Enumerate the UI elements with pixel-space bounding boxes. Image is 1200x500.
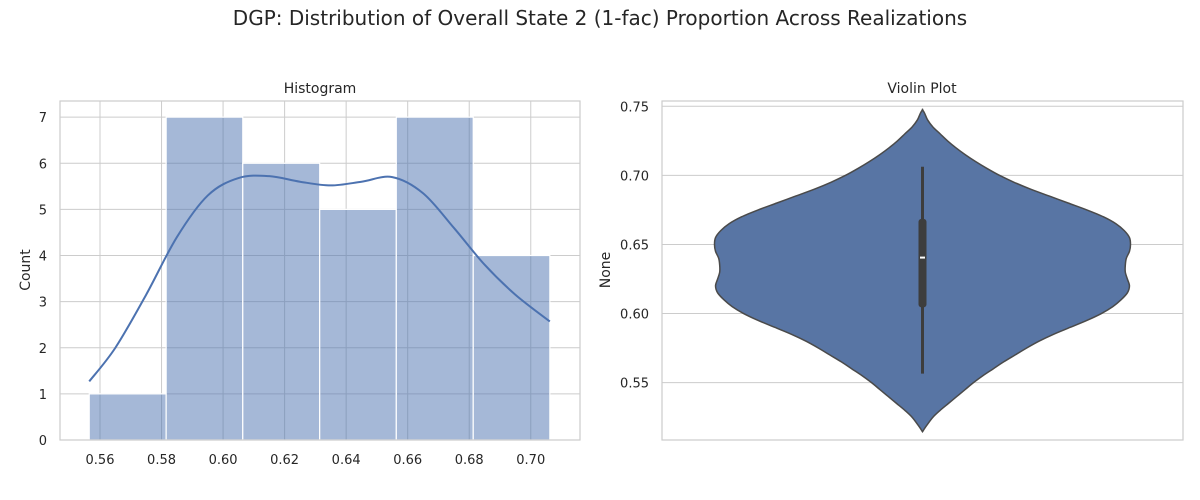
histogram-y-tick-label: 6 <box>39 157 47 172</box>
violin-y-tick-label: 0.65 <box>620 238 649 253</box>
histogram-x-tick-label: 0.66 <box>393 453 422 468</box>
histogram-x-tick-label: 0.58 <box>147 453 176 468</box>
histogram-title: Histogram <box>284 81 357 97</box>
violin-panel: Violin Plot None 0.55 0.60 0.65 0.70 0.75 <box>598 81 1184 441</box>
histogram-x-tick-label: 0.56 <box>86 453 115 468</box>
histogram-bar <box>472 254 551 441</box>
histogram-bars <box>88 116 551 441</box>
histogram-x-tick-label: 0.64 <box>332 453 361 468</box>
violin-y-tick-label: 0.75 <box>620 100 649 115</box>
histogram-x-tick-label: 0.62 <box>270 453 299 468</box>
histogram-y-tick-label: 4 <box>39 250 47 265</box>
histogram-y-tick-label: 7 <box>39 111 47 126</box>
histogram-kde-line <box>88 174 551 383</box>
violin-frame <box>661 100 1184 441</box>
violin-y-tick-label: 0.60 <box>620 308 649 323</box>
histogram-frame <box>59 100 581 441</box>
violin-y-axis-label: None <box>598 252 614 289</box>
histogram-bar <box>395 116 474 441</box>
histogram-y-tick-label: 0 <box>39 434 47 449</box>
figure-title: DGP: Distribution of Overall State 2 (1-… <box>233 6 967 30</box>
histogram-panel: Histogram Count 0.56 0.58 0.60 0.62 0.64 0.66… <box>18 81 581 468</box>
histogram-y-tick-label: 5 <box>39 203 47 218</box>
histogram-y-axis-label: Count <box>18 249 34 291</box>
histogram-y-tick-label: 2 <box>39 342 47 357</box>
histogram-x-ticks: 0.56 0.58 0.60 0.62 0.64 0.66 0.68 0.70 <box>86 453 546 468</box>
histogram-bar <box>319 208 397 441</box>
violin-y-tick-label: 0.70 <box>620 169 649 184</box>
violin-iqr-box <box>918 218 927 308</box>
histogram-y-tick-label: 1 <box>39 388 47 403</box>
histogram-x-tick-label: 0.68 <box>455 453 484 468</box>
histogram-x-tick-label: 0.70 <box>516 453 545 468</box>
histogram-y-tick-label: 3 <box>39 296 47 311</box>
histogram-x-tick-label: 0.60 <box>209 453 238 468</box>
violin-y-ticks: 0.55 0.60 0.65 0.70 0.75 <box>620 100 649 391</box>
violin-y-tick-label: 0.55 <box>620 377 649 392</box>
histogram-y-ticks: 0 1 2 3 4 5 6 7 <box>39 111 47 449</box>
histogram-bar <box>242 162 321 441</box>
histogram-bar <box>88 393 167 441</box>
violin-title: Violin Plot <box>887 81 957 97</box>
histogram-bar <box>165 116 244 441</box>
